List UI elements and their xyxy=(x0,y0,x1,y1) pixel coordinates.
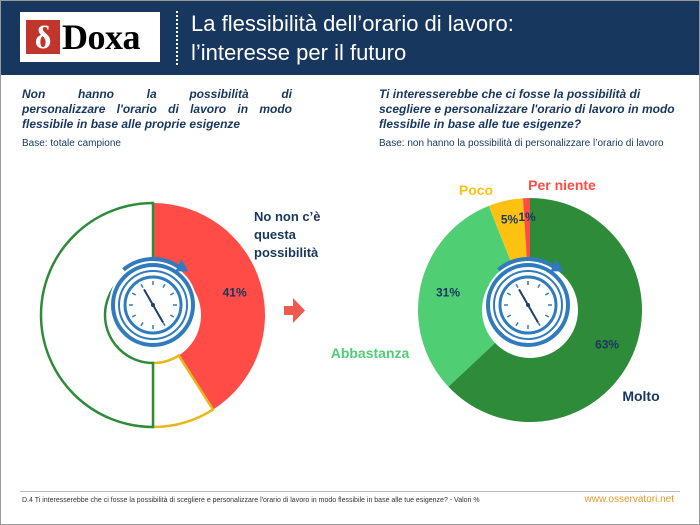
left-red-category-label: No non c’è xyxy=(254,209,320,224)
title-line-2: l’interesse per il futuro xyxy=(191,40,407,65)
left-value-label: 41% xyxy=(223,285,247,299)
right-category-label-per-niente: Per niente xyxy=(528,177,596,193)
right-category-label-abbastanza: Abbastanza xyxy=(331,345,410,361)
header-bar: δ Doxa La flessibilità dell’orario di la… xyxy=(1,1,699,75)
footer-note: D.4 Ti interesserebbe che ci fosse la po… xyxy=(22,497,480,504)
right-category-label-molto: Molto xyxy=(622,388,659,404)
clock-icon-right xyxy=(484,257,572,349)
arrow-icon xyxy=(284,298,305,323)
header-divider xyxy=(176,11,178,65)
right-donut-chart: 63% Molto 31% Abbastanza 5% Poco 1% Per niente xyxy=(331,177,660,422)
left-donut-chart: 41% xyxy=(39,201,266,429)
right-base-note: Base: non hanno la possibilità di person… xyxy=(379,138,664,149)
left-red-category-label-2: questa xyxy=(254,227,297,242)
page-title: La flessibilità dell’orario di lavoro: l… xyxy=(191,9,691,67)
left-base-note: Base: totale campione xyxy=(22,138,121,149)
right-slice-per-niente xyxy=(522,198,530,263)
logo-glyph: δ xyxy=(34,19,52,55)
left-red-category-label-3: possibilità xyxy=(254,245,319,260)
left-slice-other-2 xyxy=(39,201,155,429)
right-value-label-poco: 5% xyxy=(501,212,519,226)
right-slice-molto xyxy=(448,198,642,422)
right-slice-abbastanza xyxy=(417,205,513,387)
right-value-label-molto: 63% xyxy=(595,337,619,351)
footer-divider xyxy=(20,491,680,492)
footer-url-link[interactable]: www.osservatori.net xyxy=(584,494,674,505)
right-question: Ti interesserebbe che ci fosse la possib… xyxy=(379,87,675,131)
right-value-label-per-niente: 1% xyxy=(518,210,536,224)
right-value-label-abbastanza: 31% xyxy=(436,286,460,300)
left-question-line-2: personalizzare l'orario di lavoro in mod… xyxy=(22,102,292,116)
right-category-label-poco: Poco xyxy=(459,182,493,198)
left-question-line-3: flessibile in base alle proprie esigenze xyxy=(22,117,241,131)
left-question-line-1: Non hanno la possibilità di xyxy=(22,87,292,101)
logo-mark-icon: δ xyxy=(26,19,60,55)
title-line-1: La flessibilità dell’orario di lavoro: xyxy=(191,11,514,36)
clock-icon-left xyxy=(109,257,197,349)
right-slice-poco xyxy=(488,198,527,266)
doxa-logo: δ Doxa xyxy=(20,12,160,62)
logo-text: Doxa xyxy=(62,17,141,57)
left-question: Non hanno la possibilità di personalizza… xyxy=(22,87,292,132)
